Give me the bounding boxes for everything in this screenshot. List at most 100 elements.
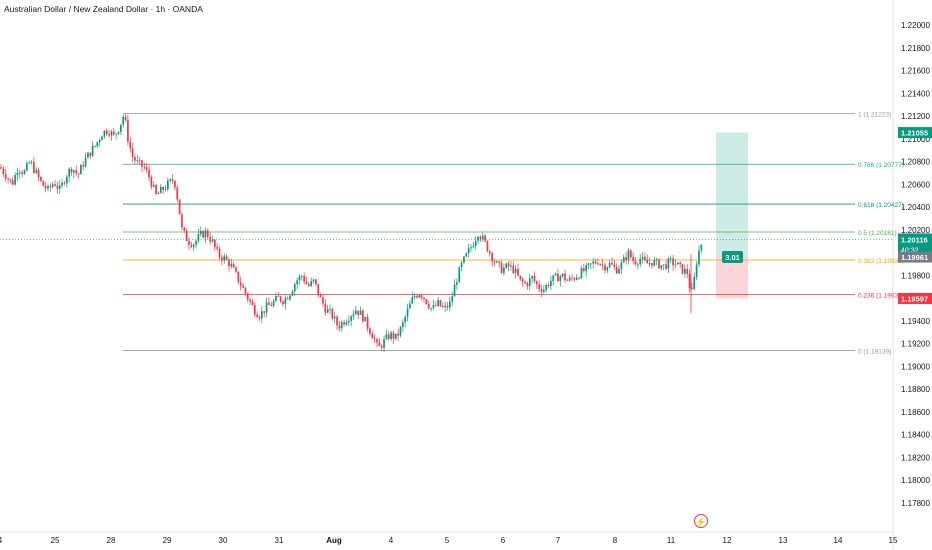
candle-body	[528, 278, 531, 287]
candle-body	[16, 172, 19, 175]
y-tick-label: 1.21200	[901, 112, 930, 121]
y-tick-label: 1.18800	[901, 385, 930, 394]
candle-body	[336, 316, 338, 326]
candle-body	[453, 284, 456, 297]
x-tick-label: 15	[889, 536, 898, 545]
y-tick-label: 1.21600	[901, 67, 930, 76]
fib-level-label: 0.5 (1.20181)	[858, 230, 897, 237]
candle-body	[644, 256, 646, 261]
candle-body	[458, 267, 461, 283]
candle-body	[592, 261, 595, 264]
candle-body	[33, 162, 35, 173]
candle-body	[47, 185, 49, 189]
candle-body	[225, 256, 228, 260]
candle-body	[550, 280, 552, 286]
candle-body	[40, 176, 42, 181]
candle-body	[662, 264, 665, 266]
candle-body	[190, 245, 193, 247]
candle-body	[286, 298, 289, 300]
candle-body	[162, 186, 164, 190]
candle-body	[463, 256, 465, 263]
candle-body	[204, 230, 207, 238]
candle-body	[491, 253, 493, 262]
candle-body	[665, 264, 667, 269]
candle-body	[300, 275, 303, 277]
candle-body	[199, 231, 202, 235]
candle-body	[195, 240, 197, 245]
candle-body	[467, 248, 470, 254]
lightning-icon[interactable]: ⚡	[694, 514, 708, 528]
candle-body	[535, 281, 538, 285]
candle-body	[331, 309, 334, 319]
candle-body	[439, 300, 442, 307]
candle-body	[117, 131, 120, 134]
candle-body	[171, 179, 174, 181]
x-tick-label: Aug	[326, 536, 342, 545]
candle-body	[131, 148, 134, 158]
y-tick-label: 1.18000	[901, 476, 930, 485]
candle-body	[73, 170, 75, 173]
x-tick-label: 12	[723, 536, 732, 545]
candle-body	[559, 276, 562, 282]
candle-body	[279, 296, 282, 302]
candle-body	[519, 275, 522, 279]
candle-body	[575, 277, 578, 280]
price-label-countdown: 40:32	[901, 247, 919, 254]
candle-body	[289, 295, 291, 300]
candle-body	[155, 184, 157, 195]
candle-body	[637, 263, 639, 265]
candle-body	[249, 299, 251, 302]
y-tick-label: 1.20400	[901, 203, 930, 212]
price-label-tag	[898, 127, 932, 139]
candle-body	[136, 160, 139, 162]
candle-body	[7, 178, 9, 180]
candle-body	[157, 193, 160, 195]
candle-body	[94, 145, 96, 147]
candle-body	[232, 264, 235, 268]
candle-body	[357, 310, 360, 315]
candle-body	[141, 160, 143, 167]
candle-body	[540, 289, 543, 292]
candle-body	[676, 262, 679, 265]
candle-body	[554, 273, 557, 276]
candle-body	[77, 173, 80, 175]
candle-body	[674, 264, 677, 266]
candle-body	[23, 170, 26, 175]
candle-body	[517, 268, 519, 276]
candle-body	[174, 180, 176, 188]
candle-body	[521, 278, 524, 282]
x-tick-label: 11	[667, 536, 676, 545]
candle-body	[684, 268, 686, 274]
candle-body	[282, 301, 284, 305]
candle-body	[355, 310, 357, 315]
fib-level-label: 1 (1.21223)	[858, 111, 891, 118]
y-tick-label: 1.19200	[901, 340, 930, 349]
candle-body	[246, 293, 249, 300]
candle-body	[0, 167, 2, 169]
candle-body	[192, 244, 195, 247]
candle-body	[629, 250, 632, 258]
candle-body	[56, 185, 59, 189]
x-tick-label: 4	[0, 536, 3, 545]
candle-body	[270, 304, 273, 306]
candle-body	[399, 327, 402, 336]
candle-body	[376, 339, 378, 343]
x-tick-label: 29	[163, 536, 172, 545]
x-tick-label: 8	[613, 536, 618, 545]
candle-body	[423, 297, 425, 300]
candle-body	[61, 182, 63, 186]
candle-body	[340, 322, 343, 329]
candle-body	[202, 231, 204, 238]
candle-body	[206, 230, 209, 237]
candle-body	[425, 299, 428, 304]
candle-body	[380, 346, 383, 348]
candle-body	[68, 168, 70, 177]
candle-body	[479, 236, 482, 240]
candle-body	[35, 169, 38, 173]
price-label-text: 1.20116	[901, 235, 928, 244]
candle-body	[75, 170, 78, 174]
candle-body	[601, 264, 604, 265]
candle-body	[18, 172, 21, 174]
candle-body	[296, 280, 298, 285]
